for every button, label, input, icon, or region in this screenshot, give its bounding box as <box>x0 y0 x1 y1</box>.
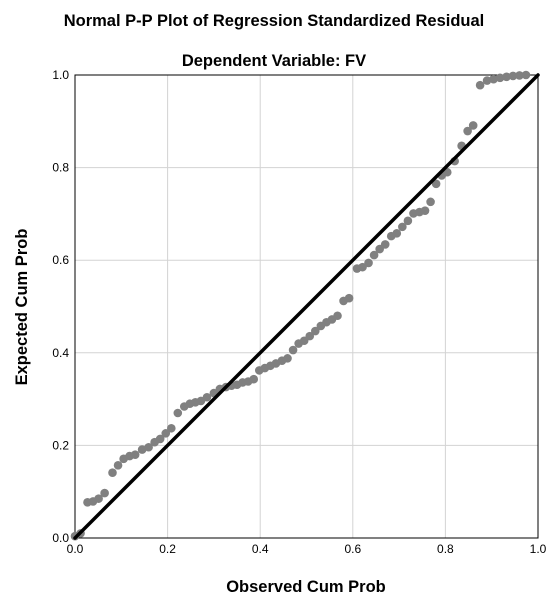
data-point <box>333 311 342 321</box>
axis-ticks: 0.0 0.2 0.4 0.6 0.8 1.0 0.0 0.2 0.4 0.6 0.8 1.0 <box>52 68 546 556</box>
data-point <box>398 222 407 232</box>
data-point <box>508 71 518 81</box>
y-tick-label: 1.0 <box>52 68 69 82</box>
x-axis-title: Observed Cum Prob <box>226 578 386 596</box>
x-tick-label: 0.8 <box>437 542 454 556</box>
y-tick-label: 0.0 <box>52 531 69 545</box>
data-point <box>130 450 140 459</box>
x-tick-label: 0.6 <box>344 542 361 556</box>
data-point <box>173 408 183 418</box>
chart-subtitle: Dependent Variable: FV <box>182 52 366 70</box>
data-point <box>358 262 367 272</box>
x-tick-label: 1.0 <box>530 542 547 556</box>
data-point <box>305 331 315 341</box>
data-point <box>108 468 117 478</box>
data-point <box>403 216 413 226</box>
data-point <box>392 229 402 238</box>
y-tick-label: 0.4 <box>52 346 69 360</box>
data-point <box>426 197 435 207</box>
data-point <box>344 293 354 303</box>
y-tick-label: 0.8 <box>52 161 69 175</box>
data-point <box>521 70 531 80</box>
data-point <box>364 258 373 268</box>
data-point <box>310 326 320 336</box>
x-tick-label: 0.4 <box>252 542 269 556</box>
data-point <box>167 423 176 433</box>
x-tick-label: 0.2 <box>159 542 176 556</box>
data-point <box>515 71 524 80</box>
data-points <box>70 70 531 541</box>
data-point <box>463 126 472 136</box>
data-point <box>420 206 430 215</box>
data-point <box>144 442 153 452</box>
data-point <box>468 121 478 130</box>
y-axis-title: Expected Cum Prob <box>13 229 31 386</box>
data-point <box>100 488 109 498</box>
data-point <box>369 250 379 260</box>
data-point <box>113 461 123 470</box>
data-point <box>431 179 441 189</box>
x-tick-label: 0.0 <box>67 542 84 556</box>
data-point <box>495 73 505 83</box>
data-point <box>137 445 147 454</box>
data-point <box>489 74 498 84</box>
y-tick-label: 0.2 <box>52 438 69 452</box>
data-point <box>380 240 390 249</box>
data-point <box>202 392 212 402</box>
data-point <box>475 80 485 90</box>
data-point <box>249 374 259 384</box>
data-point <box>482 76 492 85</box>
data-point <box>161 429 171 438</box>
data-point <box>502 72 511 82</box>
data-point <box>283 354 292 363</box>
reference-line <box>73 73 540 540</box>
chart-title: Normal P-P Plot of Regression Standardiz… <box>64 12 485 30</box>
y-tick-label: 0.6 <box>52 253 69 267</box>
data-point <box>288 345 298 355</box>
plot-area-border <box>74 74 539 539</box>
data-point <box>94 494 103 503</box>
data-point <box>155 434 165 444</box>
